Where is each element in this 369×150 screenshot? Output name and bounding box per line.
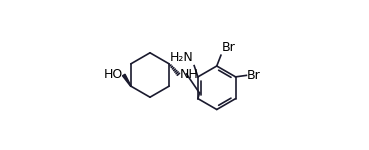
Text: HO: HO <box>104 69 123 81</box>
Text: Br: Br <box>247 69 261 82</box>
Text: H₂N: H₂N <box>170 51 193 64</box>
Text: Br: Br <box>221 41 235 54</box>
Text: NH: NH <box>180 69 199 81</box>
Polygon shape <box>123 74 131 86</box>
